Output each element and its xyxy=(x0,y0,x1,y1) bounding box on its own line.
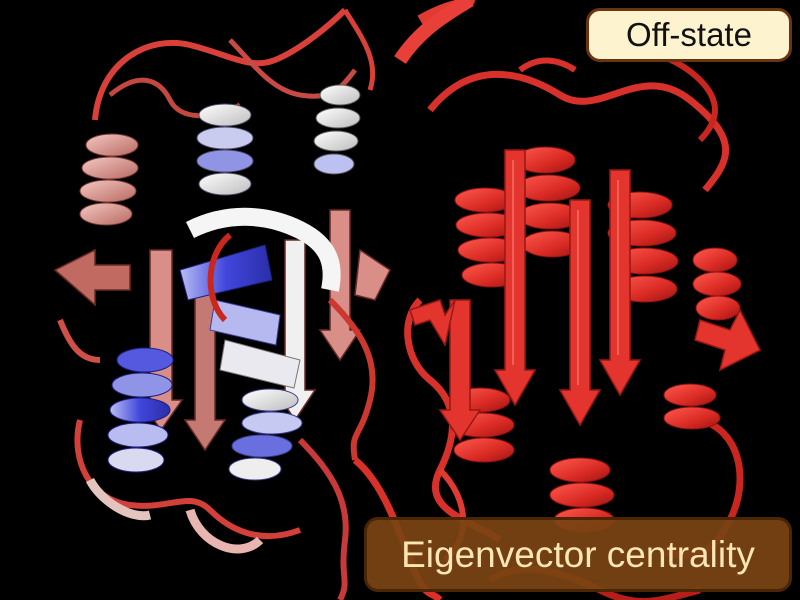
metric-label-badge: Eigenvector centrality xyxy=(364,517,792,592)
state-label-badge: Off-state xyxy=(586,8,792,62)
left-protein-domain xyxy=(53,7,391,600)
right-protein-domain xyxy=(394,0,762,600)
